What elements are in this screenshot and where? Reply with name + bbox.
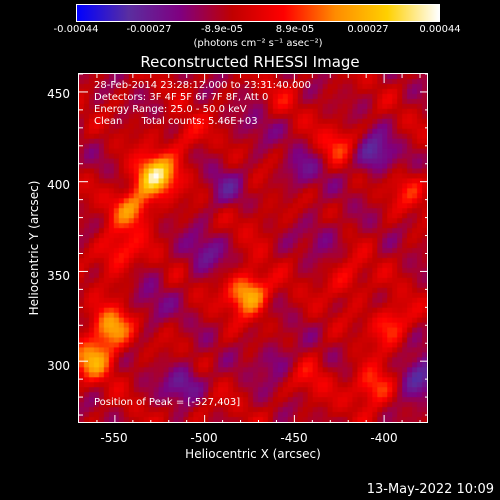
detectors-info: Detectors: 3F 4F 5F 6F 7F 8F, Att 0: [94, 92, 269, 103]
colorbar-tick-label: 8.9e-05: [275, 24, 315, 35]
y-tick-label: 400: [47, 178, 70, 192]
heatmap-image: [79, 74, 427, 422]
colorbar-tick-label: -0.00027: [126, 24, 172, 35]
plot-timestamp: 13-May-2022 10:09: [366, 482, 494, 497]
colorbar-tick-label: -0.00044: [53, 24, 99, 35]
x-tick-label: -450: [280, 431, 308, 445]
axis-ticks: [79, 74, 427, 422]
chart-title: Reconstructed RHESSI Image: [140, 53, 360, 71]
observation-time: 28-Feb-2014 23:28:12.000 to 23:31:40.000: [94, 80, 312, 91]
y-tick-label: 300: [47, 359, 70, 373]
y-axis-label: Heliocentric Y (arcsec): [27, 180, 41, 316]
colorbar-unit-label: (photons cm⁻² s⁻¹ asec⁻²): [193, 38, 323, 49]
x-tick-label: -400: [370, 431, 398, 445]
colorbar-tick-label: 0.00044: [419, 24, 461, 35]
x-axis-label: Heliocentric X (arcsec): [185, 447, 321, 461]
plot-area: [78, 73, 428, 423]
colorbar-tick-label: 0.00027: [347, 24, 389, 35]
colorbar: [76, 4, 440, 22]
x-tick-label: -550: [100, 431, 128, 445]
peak-position-label: Position of Peak = [-527,403]: [94, 397, 241, 408]
y-tick-label: 450: [47, 87, 70, 101]
total-counts: Clean Total counts: 5.46E+03: [94, 116, 258, 127]
energy-range: Energy Range: 25.0 - 50.0 keV: [94, 104, 247, 115]
x-tick-label: -500: [190, 431, 218, 445]
y-tick-label: 350: [47, 269, 70, 283]
colorbar-tick-label: -8.9e-05: [201, 24, 243, 35]
